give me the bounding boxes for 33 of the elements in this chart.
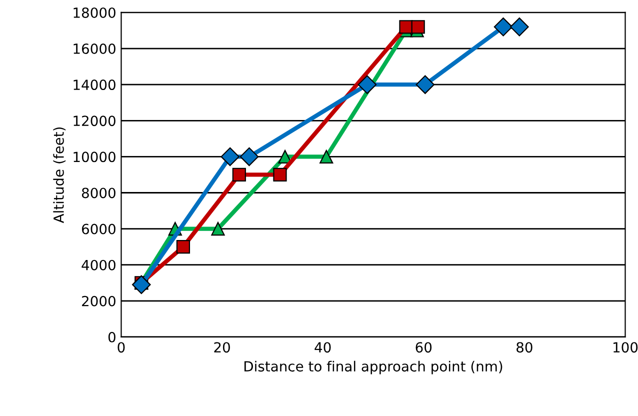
y-tick-label: 6000 [82,224,116,234]
point [278,150,292,164]
point [399,20,413,34]
x-tick-label: 20 [214,342,230,353]
point [411,20,425,34]
point [358,75,377,94]
x-tick-label: 80 [516,342,532,353]
point [220,147,240,166]
y-tick-label: 2000 [82,296,116,306]
x-tick-label: 0 [118,342,125,353]
y-tick-label: 4000 [82,260,116,270]
point [232,168,246,182]
x-tick-label: 40 [314,342,331,353]
x-tick-label: 100 [614,342,638,353]
y-tick-label: 16000 [74,44,116,54]
y-tick-label: 0 [108,332,116,342]
y-tick-label: 10000 [74,152,116,162]
y-tick-label: 8000 [82,188,116,198]
point [494,18,513,36]
point [510,18,529,36]
x-axis-title: Distance to final approach point (nm) [244,360,502,374]
point [176,240,190,254]
point [240,147,259,166]
y-tick-label: 14000 [74,80,116,90]
x-tick-label: 60 [416,342,432,353]
y-tick-label: 18000 [74,7,116,18]
point [211,222,225,236]
point [416,75,435,94]
point [132,275,151,294]
point [320,150,334,164]
y-tick-label: 12000 [74,116,116,126]
y-axis-title: Altitude (feet) [53,127,66,224]
point [273,168,287,182]
